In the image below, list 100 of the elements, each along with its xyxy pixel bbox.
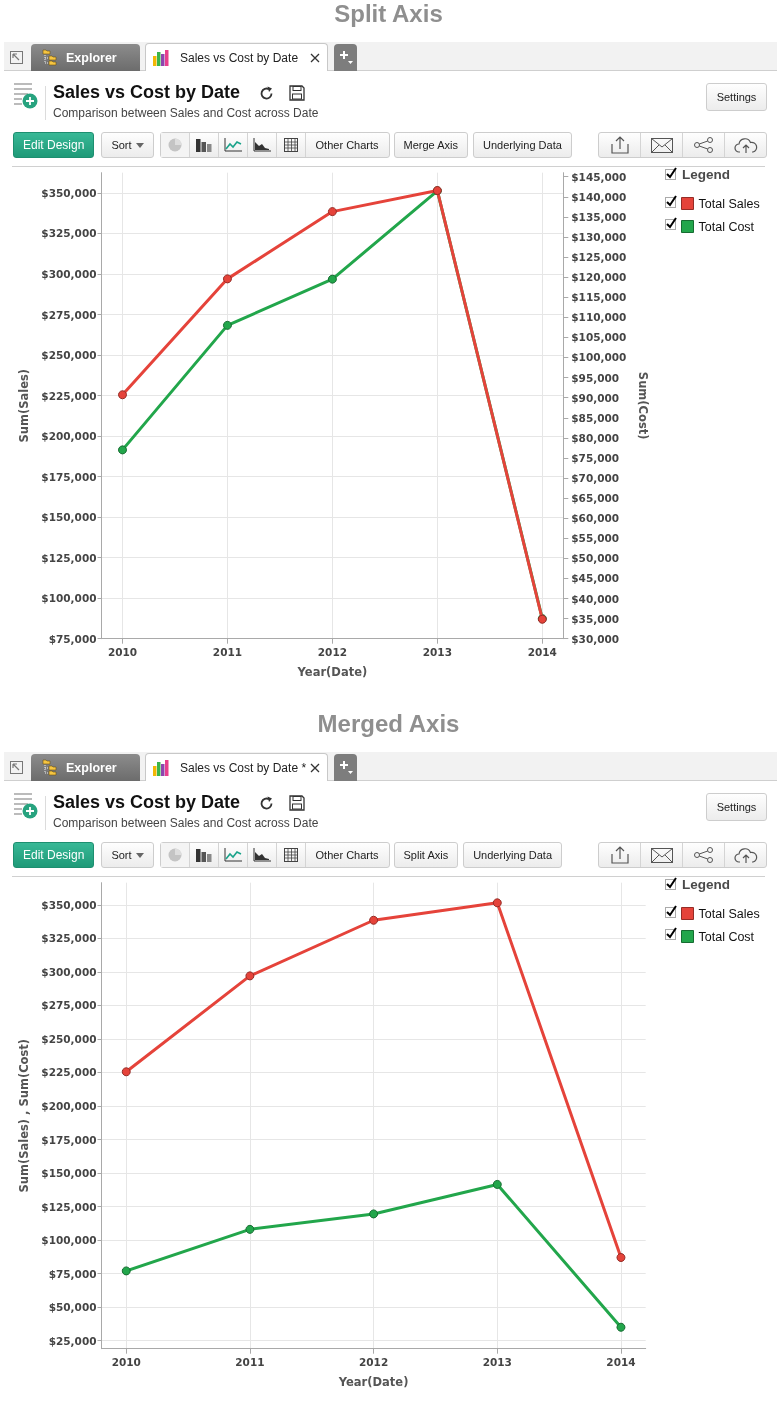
y2-tick-label: $50,000 [571, 552, 620, 565]
button: Merge Axis [393, 132, 468, 158]
button: Settings [706, 793, 767, 821]
y2-tick-label: $85,000 [571, 411, 620, 424]
button: Split Axis [393, 842, 459, 868]
x-tick-label: 2012 [317, 646, 348, 659]
y-axis-title: Sum(Sales) , Sum(Cost) [17, 1038, 32, 1193]
tab: Sales vs Cost by Date * [145, 753, 328, 781]
point [327, 207, 337, 217]
chart-title: Sales vs Cost by Date [53, 82, 241, 102]
point [369, 1209, 379, 1219]
y-tick-label: $150,000 [41, 1167, 97, 1180]
y-tick-label: $100,000 [41, 1234, 97, 1247]
x-tick-label: 2013 [482, 1356, 512, 1369]
legend-label: Total Cost [698, 219, 755, 234]
y2-tick-label: $120,000 [571, 271, 627, 284]
y-tick-label: $25,000 [48, 1334, 97, 1347]
y2-tick-label: $140,000 [571, 190, 627, 203]
button: Sort [101, 842, 154, 868]
point [492, 898, 502, 908]
y-tick-label: $250,000 [41, 349, 97, 362]
point [369, 915, 379, 925]
y-tick-label: $275,000 [41, 999, 97, 1012]
y-tick-label: $175,000 [41, 470, 97, 483]
x-tick-label: 2012 [358, 1356, 389, 1369]
x-tick-label: 2010 [107, 646, 138, 659]
y-tick-label: $225,000 [41, 389, 97, 402]
tab: Explorer [31, 754, 140, 781]
button: Edit Design [13, 842, 95, 868]
y-tick-label: $125,000 [41, 1200, 97, 1213]
legend-label: Total Sales [698, 906, 760, 921]
y-tick-label: $100,000 [41, 592, 97, 605]
chart-title: Sales vs Cost by Date [53, 792, 241, 812]
y2-tick-label: $35,000 [571, 612, 620, 625]
y2-tick-label: $130,000 [571, 230, 627, 243]
y-tick-label: $325,000 [41, 932, 97, 945]
point [121, 1266, 131, 1276]
y-tick-label: $250,000 [41, 1032, 97, 1045]
chart-subtitle: Comparison between Sales and Cost across Date [53, 816, 319, 830]
y2-tick-label: $110,000 [571, 311, 627, 324]
point [245, 971, 255, 981]
text: Split Axis [333, 0, 444, 27]
y2-tick-label: $60,000 [571, 512, 620, 525]
y2-tick-label: $40,000 [571, 592, 620, 605]
tab: Sales vs Cost by Date [145, 43, 328, 71]
point [121, 1067, 131, 1077]
y-tick-label: $350,000 [41, 898, 97, 911]
y-tick-label: $200,000 [41, 430, 97, 443]
y-axis-title: Sum(Sales) [17, 368, 32, 443]
button: Underlying Data [472, 132, 572, 158]
point [222, 320, 232, 330]
y2-tick-label: $105,000 [571, 331, 627, 344]
y2-tick-label: $70,000 [571, 472, 620, 485]
y2-tick-label: $30,000 [571, 632, 620, 645]
y2-tick-label: $145,000 [571, 170, 627, 183]
chart-subtitle: Comparison between Sales and Cost across Date [53, 106, 319, 120]
x-axis-title: Year(Date) [337, 1374, 409, 1389]
legend-title: Legend [682, 877, 731, 893]
y-tick-label: $175,000 [41, 1133, 97, 1146]
y-tick-label: $50,000 [48, 1301, 97, 1314]
x-tick-label: 2011 [212, 646, 243, 659]
legend-label: Total Cost [698, 929, 755, 944]
y-tick-label: $150,000 [41, 511, 97, 524]
y2-tick-label: $65,000 [571, 492, 620, 505]
point [616, 1253, 626, 1263]
x-tick-label: 2013 [422, 646, 452, 659]
y-tick-label: $300,000 [41, 268, 97, 280]
y2-tick-label: $55,000 [571, 532, 620, 545]
y-tick-label: $75,000 [48, 632, 97, 645]
tab: Explorer [31, 44, 140, 71]
y-tick-label: $275,000 [41, 308, 97, 321]
y-tick-label: $200,000 [41, 1099, 97, 1112]
y2-axis-title: Sum(Cost) [636, 371, 651, 440]
y-tick-label: $125,000 [41, 551, 97, 564]
x-tick-label: 2011 [235, 1356, 265, 1369]
x-axis-title: Year(Date) [296, 664, 368, 679]
text: Merged Axis [316, 710, 461, 737]
button: Underlying Data [463, 842, 563, 868]
y-tick-label: $75,000 [48, 1267, 97, 1280]
x-tick-label: 2014 [527, 646, 557, 659]
y2-tick-label: $135,000 [571, 210, 627, 223]
button: Settings [706, 83, 767, 111]
x-tick-label: 2010 [111, 1356, 141, 1369]
point [222, 274, 232, 284]
point [118, 390, 127, 400]
point [118, 445, 127, 455]
legend-label: Total Sales [698, 196, 760, 211]
point [492, 1179, 502, 1189]
y2-tick-label: $75,000 [571, 451, 620, 464]
y2-tick-label: $100,000 [571, 351, 627, 364]
y2-tick-label: $115,000 [571, 291, 627, 304]
y2-tick-label: $80,000 [571, 431, 620, 444]
y2-tick-label: $45,000 [571, 572, 620, 585]
point [616, 1322, 626, 1332]
legend-title: Legend [682, 167, 731, 183]
point [327, 274, 337, 284]
y-tick-label: $300,000 [41, 965, 97, 978]
y-tick-label: $325,000 [41, 227, 97, 240]
x-tick-label: 2014 [606, 1356, 636, 1369]
button: Other Charts [304, 843, 389, 867]
